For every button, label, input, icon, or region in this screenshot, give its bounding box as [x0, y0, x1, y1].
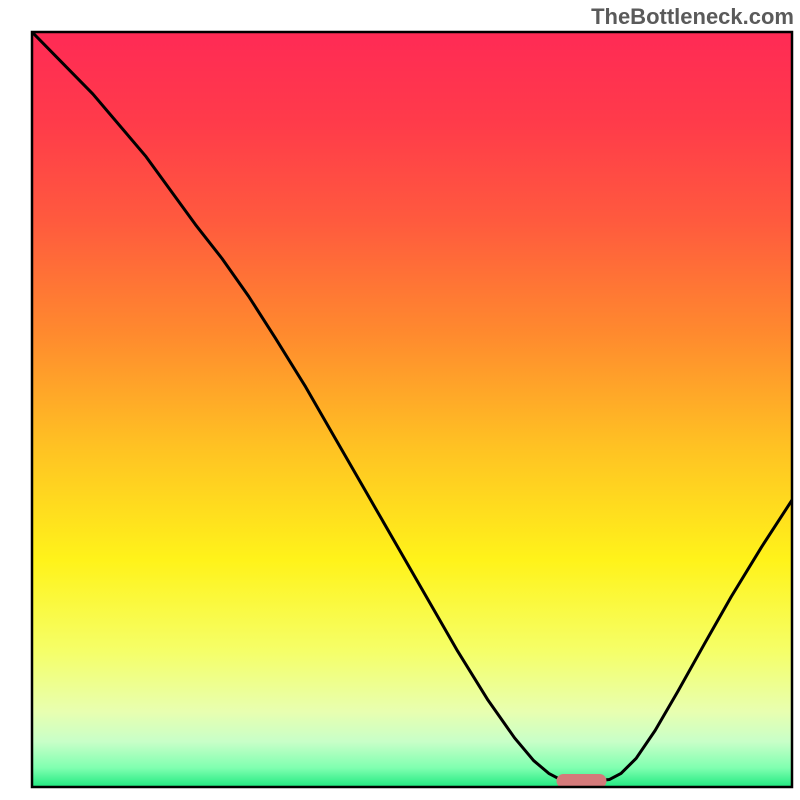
bottleneck-chart: [0, 0, 800, 800]
chart-stage: TheBottleneck.com: [0, 0, 800, 800]
gradient-fill: [32, 32, 792, 787]
watermark-text: TheBottleneck.com: [591, 4, 794, 30]
